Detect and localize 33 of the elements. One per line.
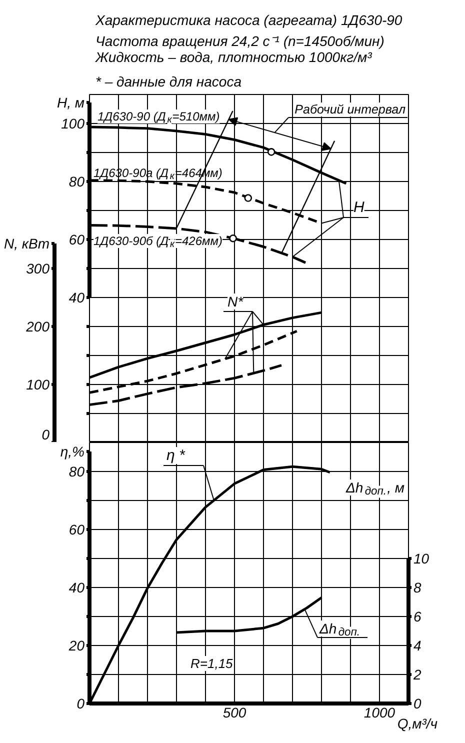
y2-tick-label: 200 <box>25 318 50 334</box>
y2-axis-title: N, кВт <box>4 236 50 252</box>
y2-tick-label: 0 <box>42 426 50 442</box>
y-tick-label: 80 <box>68 174 85 190</box>
y-tick-label: 60 <box>68 232 85 248</box>
y2-tick-label: 6 <box>414 608 422 624</box>
annotation: R=1,15 <box>190 656 234 671</box>
annotation: H <box>354 199 364 216</box>
y-tick-label: 60 <box>68 522 85 538</box>
text: * – данные для насоса <box>96 74 242 90</box>
y-axis-title: η,% <box>60 444 85 460</box>
y2-tick-label: 300 <box>26 260 50 276</box>
y2-tick-label: 10 <box>414 550 430 566</box>
x-tick-label: 1000 <box>364 704 396 720</box>
x-axis-title: Q,м³/ч <box>397 716 438 732</box>
y-tick-label: 0 <box>76 696 85 712</box>
y-tick-label: 40 <box>68 290 85 306</box>
annotation: N* <box>228 294 244 310</box>
y-tick-label: 40 <box>68 580 85 596</box>
y-axis-title: H, м <box>57 94 85 110</box>
y-tick-label: 100 <box>61 116 85 132</box>
y2-tick-label: 2 <box>412 666 422 682</box>
chart-title: Характеристика насоса (агрегата) 1Д630-90 <box>94 12 402 28</box>
y2-tick-label: 0 <box>414 696 422 712</box>
chart-subtitle: Частота вращения 24,2 с⁻¹ (n=1450об/мин) Жидкость – вода, плотностью 1000кг/м³ <box>94 33 384 65</box>
y-tick-label: 80 <box>68 464 85 480</box>
text: η * <box>166 447 186 464</box>
y2-tick-label: 4 <box>414 638 422 654</box>
annotation: Рабочий интервал <box>294 102 406 116</box>
y2-tick-label: 8 <box>414 580 422 596</box>
x-tick-label: 500 <box>222 704 246 720</box>
y-tick-label: 20 <box>68 638 85 654</box>
y2-tick-label: 100 <box>26 376 50 392</box>
